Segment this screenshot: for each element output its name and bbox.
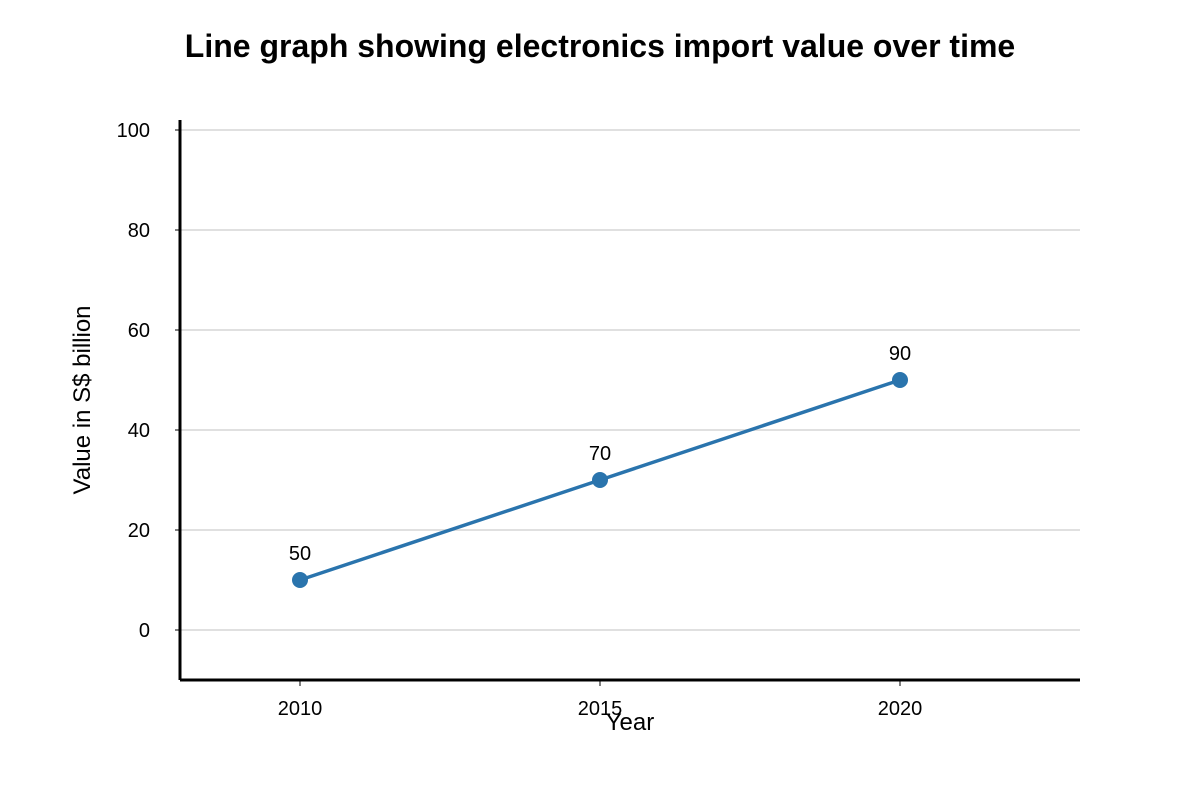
x-tick-label: 2020 [878, 698, 923, 720]
y-tick-label: 60 [128, 320, 150, 342]
series [292, 372, 908, 588]
data-labels: 50 70 90 [289, 343, 911, 565]
axes [178, 120, 1080, 682]
y-tick-labels: 0 20 40 60 80 100 [117, 120, 180, 642]
chart-title: Line graph showing electronics import va… [184, 28, 1016, 64]
x-tick-label: 2015 [578, 698, 623, 720]
y-tick-label: 20 [128, 520, 150, 542]
x-tick-labels: 2010 2015 2020 [278, 680, 923, 720]
y-axis-title: Value in S$ billion [69, 305, 96, 494]
data-label: 90 [889, 343, 911, 365]
x-axis-title: Year [606, 709, 655, 736]
data-point-marker [892, 372, 908, 388]
data-label: 70 [589, 443, 611, 465]
data-point-marker [292, 572, 308, 588]
y-tick-label: 100 [117, 120, 150, 142]
y-tick-label: 40 [128, 420, 150, 442]
x-tick-label: 2010 [278, 698, 323, 720]
y-tick-label: 0 [139, 620, 150, 642]
data-point-marker [592, 472, 608, 488]
gridlines [180, 129, 1080, 631]
data-label: 50 [289, 543, 311, 565]
y-tick-label: 80 [128, 220, 150, 242]
